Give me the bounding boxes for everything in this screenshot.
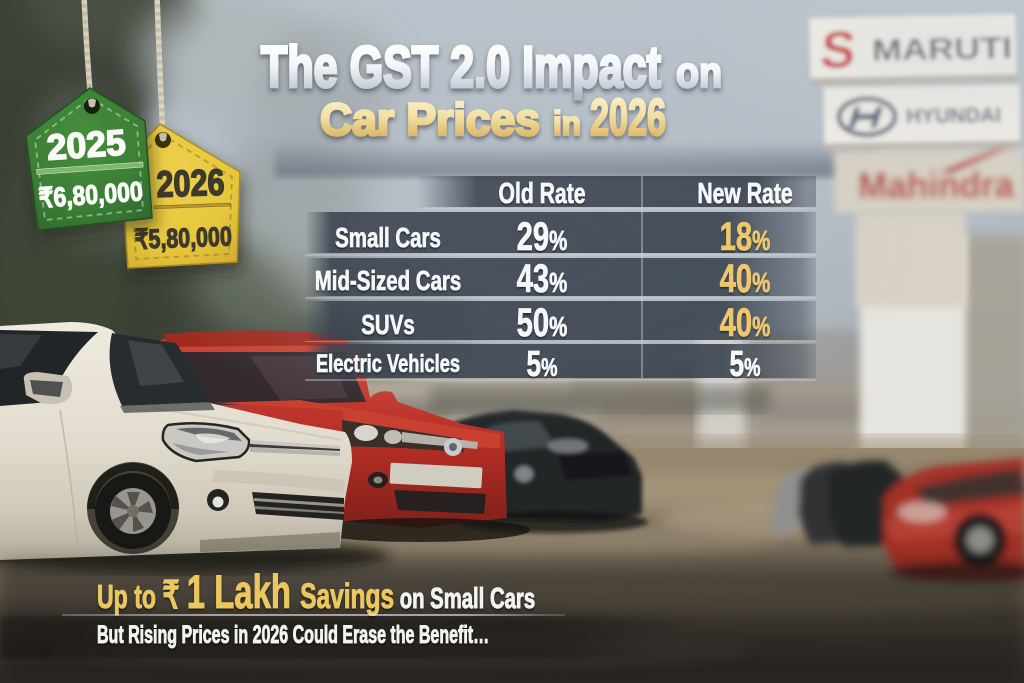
svg-text:The GST 2.0 Impact: The GST 2.0 Impact (261, 35, 661, 100)
svg-text:₹6,80,000: ₹6,80,000 (38, 176, 144, 213)
svg-text:2026: 2026 (590, 89, 666, 147)
svg-text:2025: 2025 (45, 121, 127, 167)
svg-text:in: in (553, 105, 581, 143)
svg-text:on: on (676, 49, 722, 97)
svg-text:2026: 2026 (156, 162, 225, 205)
svg-text:Car Prices: Car Prices (320, 94, 540, 145)
svg-text:₹5,80,000: ₹5,80,000 (134, 221, 232, 254)
